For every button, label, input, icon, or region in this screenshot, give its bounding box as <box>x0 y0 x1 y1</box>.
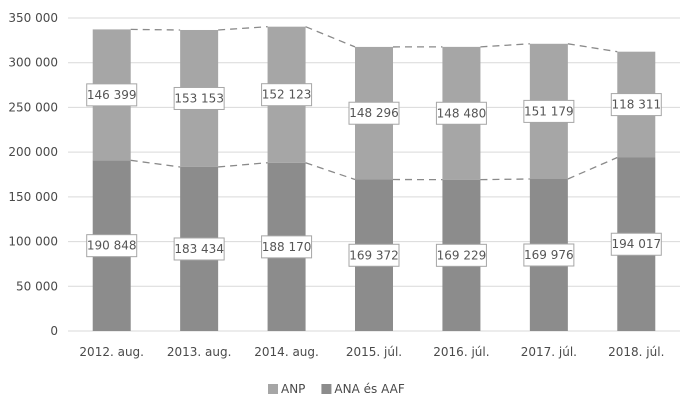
data-label-ANP: 153 153 <box>173 86 225 110</box>
series-connector-line <box>130 159 181 168</box>
data-label-text: 169 976 <box>524 248 574 262</box>
data-label-box <box>610 232 662 256</box>
y-tick-label: 0 <box>50 324 58 338</box>
series-connector-line <box>567 156 618 180</box>
bar-layer <box>92 26 656 331</box>
x-tick-label: 2015. júl. <box>346 345 402 359</box>
y-tick-label: 350 000 <box>8 11 58 25</box>
legend-swatch <box>321 384 332 394</box>
x-tick-label: 2018. júl. <box>608 345 664 359</box>
series-connector-line <box>305 162 356 181</box>
data-label-box <box>348 243 400 267</box>
data-label-box <box>348 101 400 125</box>
x-tick-label: 2013. aug. <box>167 345 232 359</box>
x-tick-label: 2012. aug. <box>79 345 144 359</box>
data-label-ANA és AAF: 194 017 <box>610 232 662 256</box>
data-label-box <box>261 235 313 259</box>
data-label-ANP: 152 123 <box>261 83 313 107</box>
data-label-text: 148 480 <box>437 106 487 120</box>
data-label-ANA és AAF: 183 434 <box>173 237 225 261</box>
data-label-text: 146 399 <box>87 88 137 102</box>
data-label-text: 169 229 <box>437 248 487 262</box>
data-label-ANP: 151 179 <box>523 99 575 123</box>
data-label-ANA és AAF: 169 229 <box>435 243 487 267</box>
y-tick-label: 50 000 <box>16 279 58 293</box>
data-label-ANA és AAF: 190 848 <box>86 234 138 258</box>
x-tick-label: 2017. júl. <box>521 345 577 359</box>
data-label-box <box>435 243 487 267</box>
data-label-box <box>173 237 225 261</box>
data-label-ANA és AAF: 169 976 <box>523 243 575 267</box>
data-label-text: 183 434 <box>174 242 224 256</box>
y-tick-label: 300 000 <box>8 56 58 70</box>
y-tick-label: 100 000 <box>8 235 58 249</box>
legend-item-ANP: ANP <box>268 382 305 396</box>
data-label-box <box>261 83 313 107</box>
data-label-ANA és AAF: 169 372 <box>348 243 400 267</box>
x-tick-label: 2016. júl. <box>433 345 489 359</box>
data-label-box <box>86 83 138 107</box>
y-axis-ticks: 0 50 000 100 000 150 000 200 000 250 000 300 0… <box>8 11 58 338</box>
total-connector-line <box>130 28 181 31</box>
data-label-ANP: 148 296 <box>348 101 400 125</box>
data-label-text: 118 311 <box>611 98 661 112</box>
y-tick-label: 150 000 <box>8 190 58 204</box>
legend-item-ANA és AAF: ANA és AAF <box>321 382 405 396</box>
legend-label: ANP <box>281 382 305 396</box>
data-label-box <box>523 243 575 267</box>
y-tick-label: 250 000 <box>8 100 58 114</box>
data-label-text: 152 123 <box>262 88 312 102</box>
data-label-text: 153 153 <box>174 91 224 105</box>
data-label-text: 194 017 <box>611 237 661 251</box>
data-label-text: 188 170 <box>262 240 312 254</box>
data-label-box <box>86 234 138 258</box>
data-label-ANP: 148 480 <box>435 101 487 125</box>
connector-lines <box>130 26 618 181</box>
total-connector-line <box>218 26 268 31</box>
data-label-text: 190 848 <box>87 239 137 253</box>
data-label-box <box>610 93 662 117</box>
series-connector-line <box>480 178 530 181</box>
x-axis-ticks: 2012. aug. 2013. aug. 2014. aug. 2015. júl.… <box>79 345 664 359</box>
data-label-ANA és AAF: 188 170 <box>261 235 313 259</box>
total-connector-line <box>567 43 618 53</box>
total-connector-line <box>480 43 530 48</box>
y-tick-label: 200 000 <box>8 145 58 159</box>
data-label-ANP: 118 311 <box>610 93 662 117</box>
data-label-text: 148 296 <box>349 106 399 120</box>
legend-label: ANA és AAF <box>334 382 404 396</box>
legend: ANP ANA és AAF <box>268 382 405 396</box>
data-label-box <box>523 99 575 123</box>
series-connector-line <box>218 162 268 168</box>
x-tick-label: 2014. aug. <box>254 345 319 359</box>
data-label-box <box>173 86 225 110</box>
data-label-text: 169 372 <box>349 248 399 262</box>
data-label-box <box>435 101 487 125</box>
total-connector-line <box>305 26 356 48</box>
data-labels: 190 848 146 399 183 434 153 153 188 170 152 1… <box>86 83 662 267</box>
data-label-text: 151 179 <box>524 104 574 118</box>
data-label-ANP: 146 399 <box>86 83 138 107</box>
legend-swatch <box>268 384 278 394</box>
